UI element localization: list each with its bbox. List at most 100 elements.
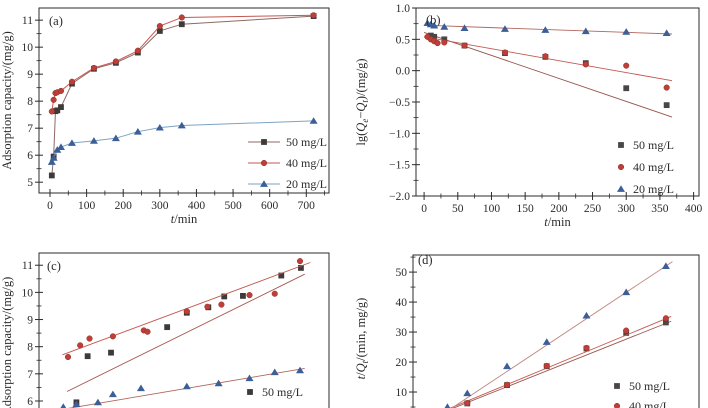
svg-text:10: 10 [22, 287, 34, 299]
circle-marker [112, 58, 119, 65]
svg-text:5: 5 [27, 177, 33, 189]
circle-marker [48, 108, 55, 115]
x-axis-label: t/min [171, 212, 198, 226]
svg-text:0.0: 0.0 [396, 66, 411, 78]
triangle-marker [541, 26, 550, 33]
panel-b-chart: 0 50 100 150 200 250 300 350 400 1.0 0.5 0.0 −0.5 −1.… [354, 3, 703, 229]
triangle-marker [460, 24, 469, 31]
circle-marker [623, 62, 630, 69]
circle-marker [271, 290, 278, 297]
series-40-mg-l [424, 33, 673, 91]
triangle-marker [93, 398, 102, 406]
circle-marker [204, 303, 211, 310]
svg-text:300: 300 [618, 203, 636, 215]
circle-marker [296, 258, 304, 265]
svg-text:−0.5: −0.5 [389, 97, 410, 109]
legend: 50 mg/L40 mg/L20 mg/L [248, 135, 327, 191]
circle-marker [617, 163, 625, 171]
triangle-marker [67, 139, 76, 146]
circle-marker [86, 335, 93, 342]
svg-text:7: 7 [27, 369, 33, 381]
svg-text:8: 8 [27, 96, 33, 108]
svg-text:40: 40 [396, 297, 408, 309]
triangle-marker [661, 262, 670, 269]
fit-line [423, 32, 673, 118]
svg-text:200: 200 [115, 200, 133, 212]
triangle-marker [133, 127, 142, 135]
legend-label: 40 mg/L [286, 156, 327, 170]
square-marker [278, 272, 285, 279]
svg-text:10: 10 [396, 387, 408, 399]
series-20-mg-l [47, 117, 318, 165]
square-marker [164, 324, 171, 331]
legend: 50 mg/L40 mg/L20 mg/L [617, 138, 674, 196]
triangle-marker [622, 288, 631, 296]
series-40-mg-l [449, 315, 672, 408]
triangle-marker [260, 180, 268, 187]
svg-text:50: 50 [396, 267, 408, 279]
circle-marker [542, 53, 549, 60]
triangle-marker [582, 311, 591, 319]
circle-marker [662, 315, 669, 322]
circle-marker [218, 301, 225, 308]
triangle-marker [111, 134, 120, 142]
svg-text:400: 400 [685, 203, 703, 215]
svg-text:500: 500 [224, 200, 242, 212]
circle-marker [543, 362, 550, 369]
panel-c-intraparticle-diffusion-plot: 567891011Adsorption capacity/(mg/g)50 mg… [0, 230, 354, 408]
circle-marker [310, 12, 317, 19]
axes: 0 100 200 300 400 500 600 700 5 6 7 8 9 10 11 [22, 7, 330, 212]
circle-marker [461, 42, 468, 49]
triangle-marker [503, 362, 512, 370]
legend-label: 40 mg/L [633, 160, 674, 174]
square-marker [618, 142, 624, 148]
axes: 10 20 30 40 50 [396, 254, 700, 408]
square-marker [261, 139, 267, 145]
circle-marker [109, 333, 116, 340]
legend-label: 20 mg/L [633, 182, 674, 196]
triangle-marker [49, 154, 58, 161]
fit-line [66, 273, 305, 392]
triangle-marker [296, 366, 304, 374]
triangle-marker [177, 121, 186, 129]
svg-text:100: 100 [78, 200, 96, 212]
fit-line [449, 316, 672, 408]
triangle-marker [245, 374, 254, 382]
svg-text:6: 6 [27, 396, 33, 408]
circle-marker [464, 400, 471, 407]
series-40-mg-l [48, 12, 317, 115]
circle-marker [583, 344, 590, 351]
square-marker [247, 389, 253, 395]
svg-text:700: 700 [298, 200, 316, 212]
svg-text:−1.5: −1.5 [389, 160, 410, 172]
triangle-marker [56, 143, 65, 150]
svg-text:6: 6 [27, 150, 33, 162]
panel-a-chart: 0 100 200 300 400 500 600 700 5 6 7 8 9 10 11 t/min Adso… [0, 7, 330, 226]
legend: 50 mg/L40 mg/L20 mg/L [613, 379, 670, 408]
svg-text:11: 11 [22, 260, 33, 272]
y-axis-label: Adsorption capacity/(mg/g) [0, 277, 14, 408]
square-marker [156, 28, 163, 34]
legend-label: 50 mg/L [262, 385, 303, 399]
svg-text:150: 150 [517, 203, 535, 215]
square-marker [48, 172, 55, 179]
square-marker [178, 21, 185, 28]
y-axis-label: Adsorption capacity/(mg/g) [0, 31, 14, 170]
svg-text:400: 400 [188, 200, 206, 212]
series-line [51, 14, 314, 112]
svg-text:30: 30 [396, 327, 408, 339]
triangle-marker [60, 403, 67, 408]
circle-marker [144, 328, 151, 335]
triangle-marker [89, 137, 98, 144]
series-line [51, 15, 314, 176]
triangle-marker [622, 28, 631, 35]
square-marker [54, 107, 61, 114]
svg-text:0.5: 0.5 [396, 34, 411, 46]
legend: 50 mg/L40 mg/L20 mg/L [247, 385, 303, 408]
triangle-marker [214, 379, 223, 387]
series-20-mg-l [444, 261, 673, 408]
circle-marker [260, 159, 268, 167]
circle-marker [156, 23, 163, 30]
svg-text:11: 11 [22, 15, 33, 27]
